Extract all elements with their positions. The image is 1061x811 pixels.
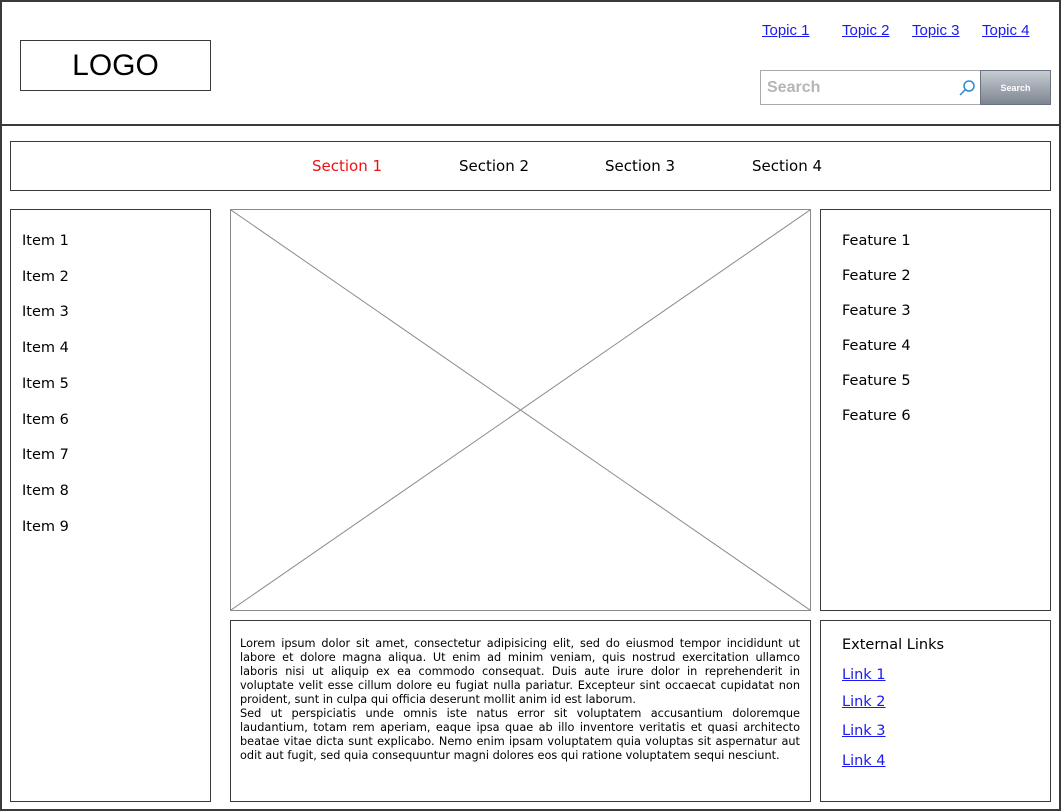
- sidebar: Item 1 Item 2 Item 3 Item 4 Item 5 Item …: [10, 209, 211, 802]
- features-panel: Feature 1 Feature 2 Feature 3 Feature 4 …: [820, 209, 1051, 611]
- topic-link-1[interactable]: Topic 1: [762, 22, 810, 39]
- body-text: Lorem ipsum dolor sit amet, consectetur …: [240, 637, 800, 763]
- sidebar-item-9[interactable]: Item 9: [22, 519, 69, 535]
- sidebar-item-1[interactable]: Item 1: [22, 233, 69, 249]
- search-placeholder: Search: [767, 79, 821, 96]
- content-text-panel: Lorem ipsum dolor sit amet, consectetur …: [230, 620, 811, 802]
- feature-item-4[interactable]: Feature 4: [842, 338, 911, 354]
- feature-item-1[interactable]: Feature 1: [842, 233, 911, 249]
- topic-link-3[interactable]: Topic 3: [912, 22, 960, 39]
- search-icon[interactable]: [957, 78, 977, 98]
- sidebar-item-6[interactable]: Item 6: [22, 412, 69, 428]
- section-nav: Section 1 Section 2 Section 3 Section 4: [10, 141, 1051, 191]
- logo[interactable]: LOGO: [20, 40, 211, 91]
- sidebar-item-3[interactable]: Item 3: [22, 304, 69, 320]
- feature-item-5[interactable]: Feature 5: [842, 373, 911, 389]
- topic-link-2[interactable]: Topic 2: [842, 22, 890, 39]
- image-placeholder-icon: [231, 210, 810, 610]
- feature-item-6[interactable]: Feature 6: [842, 408, 911, 424]
- external-links-panel: External Links Link 1 Link 2 Link 3 Link…: [820, 620, 1051, 802]
- sidebar-item-7[interactable]: Item 7: [22, 447, 69, 463]
- tab-section-3[interactable]: Section 3: [605, 157, 676, 175]
- external-link-3[interactable]: Link 3: [842, 723, 886, 739]
- external-link-2[interactable]: Link 2: [842, 694, 886, 710]
- external-link-1[interactable]: Link 1: [842, 667, 886, 683]
- header-divider: [0, 124, 1061, 126]
- external-links-title: External Links: [842, 637, 945, 653]
- feature-item-2[interactable]: Feature 2: [842, 268, 911, 284]
- paragraph-1: Lorem ipsum dolor sit amet, consectetur …: [240, 637, 800, 706]
- paragraph-2: Sed ut perspiciatis unde omnis iste natu…: [240, 707, 800, 762]
- search-button[interactable]: Search: [980, 70, 1051, 105]
- search-input[interactable]: Search: [760, 70, 981, 105]
- tab-section-2[interactable]: Section 2: [459, 157, 530, 175]
- tab-section-1[interactable]: Section 1: [312, 157, 383, 175]
- topic-links: Topic 1 Topic 2 Topic 3 Topic 4: [0, 22, 1061, 42]
- external-link-4[interactable]: Link 4: [842, 753, 886, 769]
- sidebar-item-2[interactable]: Item 2: [22, 269, 69, 285]
- feature-item-3[interactable]: Feature 3: [842, 303, 911, 319]
- sidebar-item-5[interactable]: Item 5: [22, 376, 69, 392]
- image-placeholder: [230, 209, 811, 611]
- topic-link-4[interactable]: Topic 4: [982, 22, 1030, 39]
- sidebar-item-4[interactable]: Item 4: [22, 340, 69, 356]
- sidebar-item-8[interactable]: Item 8: [22, 483, 69, 499]
- tab-section-4[interactable]: Section 4: [752, 157, 823, 175]
